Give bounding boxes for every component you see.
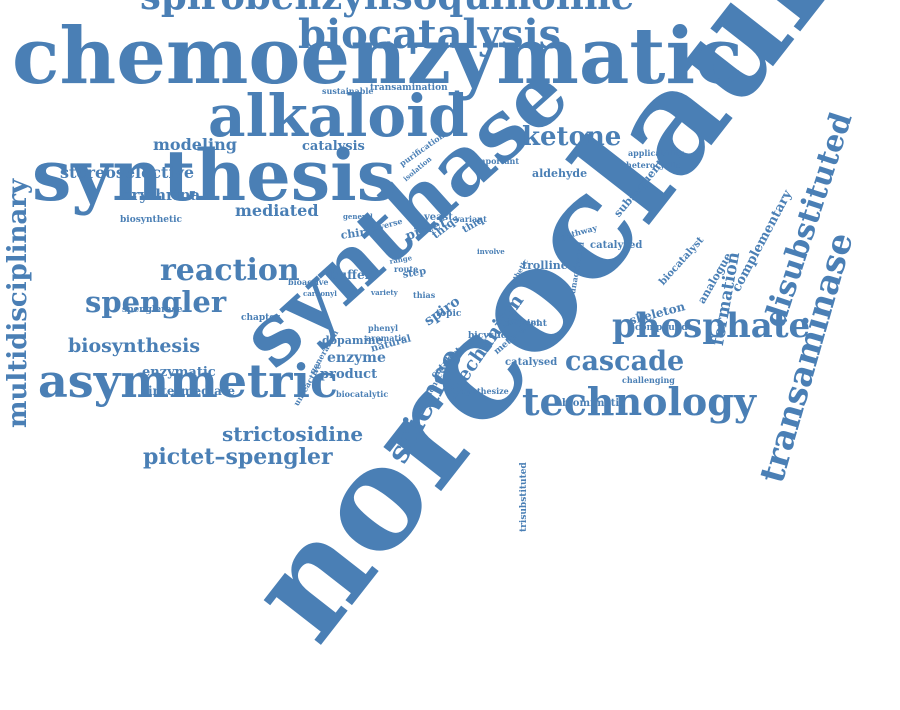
word-variety: variety	[371, 287, 398, 297]
word-involve: involve	[477, 246, 505, 256]
word-buffer: buffer	[330, 267, 371, 282]
word-technology: technology	[522, 379, 756, 425]
word-solvent: solvent	[508, 316, 541, 327]
word-sustainable: sustainable	[322, 85, 374, 96]
word-intermediate: intermediate	[148, 383, 236, 398]
word-biosynthetic: biosynthetic	[120, 214, 183, 225]
word-ketone: ketone	[522, 122, 622, 153]
word-variant: variant	[455, 213, 487, 224]
word-challenging: challenging	[622, 374, 675, 385]
word-heterocyclic: heterocyclic	[626, 159, 681, 170]
word-catalyzed: catalyzed	[590, 239, 643, 251]
word-biomimetic: biomimetic	[562, 397, 626, 409]
word-carbonyl: carbonyl	[303, 288, 337, 298]
word-chemoenzymatic: chemoenzymatic	[12, 11, 743, 103]
word-biocatalysis: biocatalysis	[298, 11, 562, 59]
word-strictosidine: strictosidine	[222, 421, 364, 446]
word-asymmetric: asymmetric	[38, 353, 339, 408]
word-synthesis: synthesis	[32, 133, 397, 217]
word-aldehyde: aldehyde	[532, 166, 588, 180]
word-trolline: trolline	[522, 258, 568, 272]
word-enzyme: enzyme	[327, 350, 386, 367]
word-spengler: spengler	[85, 285, 227, 320]
word-spenglerase: spenglerase	[122, 304, 183, 315]
word-catalysed: catalysed	[505, 356, 558, 368]
word-applicability: applicability	[628, 147, 684, 158]
word-route: route	[394, 263, 419, 274]
word-yeast: yeast	[424, 211, 453, 223]
word-enzymatic: enzymatic	[142, 365, 216, 381]
word-aromatic: aromatic	[366, 332, 406, 343]
word-erythrina: erythrina	[122, 186, 201, 205]
word-multidisciplinary: multidisciplinary	[3, 179, 33, 429]
word-topic: topic	[436, 308, 462, 319]
word-catalysis: catalysis	[302, 139, 365, 155]
word-stereoselective: stereoselective	[60, 163, 194, 183]
word-compound: compound	[635, 322, 688, 333]
word-bioactive: bioactive	[288, 276, 329, 287]
word-general: general	[343, 211, 373, 221]
word-modeling: modeling	[153, 135, 237, 155]
word-phenyl: phenyl	[368, 322, 399, 333]
word-trisubstituted: trisubstituted	[519, 461, 529, 532]
word-chapter: chapter	[241, 312, 280, 323]
word-biosynthesis: biosynthesis	[68, 334, 201, 357]
word-efficient: efficient	[505, 318, 547, 329]
word-synthesize: synthesize	[462, 385, 509, 396]
word-product: product	[320, 367, 378, 383]
word-cascade: cascade	[565, 346, 685, 378]
word-alkaloid: alkaloid	[208, 81, 469, 150]
word-mediated: mediated	[235, 201, 319, 221]
word-transamination: transamination	[370, 82, 448, 93]
word-thias: thias	[413, 289, 436, 300]
word-biocatalytic: biocatalytic	[336, 388, 389, 399]
word-pictet-spengler: pictet–spengler	[143, 443, 333, 470]
word-dopamine: dopamine	[322, 333, 383, 347]
word-phosphate: phosphate	[612, 305, 811, 346]
word-important: important	[474, 155, 520, 166]
word-bicyclic: bicyclic	[468, 330, 507, 341]
word-spirobenzylisoquinoline: spirobenzylisoquinoline	[140, 0, 634, 15]
word-reaction: reaction	[160, 253, 300, 289]
